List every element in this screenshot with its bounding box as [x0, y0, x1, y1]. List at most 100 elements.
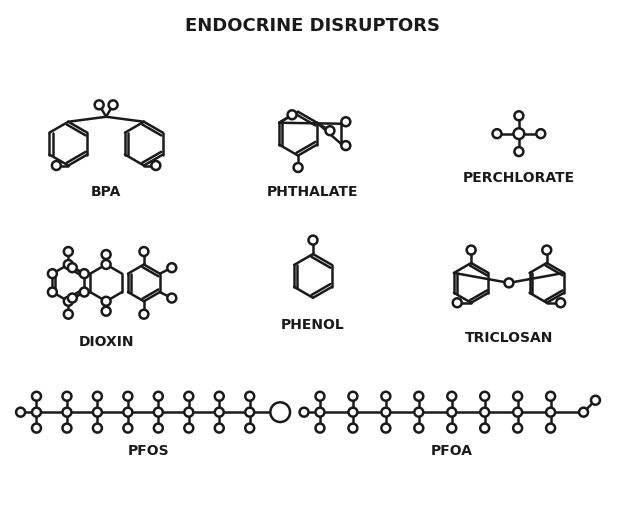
- Circle shape: [513, 128, 524, 139]
- Circle shape: [542, 246, 552, 254]
- Circle shape: [466, 246, 476, 254]
- Circle shape: [546, 424, 555, 433]
- Circle shape: [579, 408, 588, 416]
- Circle shape: [447, 408, 456, 416]
- Circle shape: [505, 278, 513, 287]
- Circle shape: [480, 408, 489, 416]
- Text: PFOA: PFOA: [431, 444, 473, 458]
- Circle shape: [101, 250, 111, 259]
- Circle shape: [154, 392, 163, 401]
- Circle shape: [154, 408, 163, 416]
- Circle shape: [63, 392, 71, 401]
- Circle shape: [64, 297, 73, 306]
- Circle shape: [215, 392, 223, 401]
- Text: TRICLOSAN: TRICLOSAN: [464, 330, 553, 344]
- Circle shape: [447, 424, 456, 433]
- Circle shape: [184, 424, 193, 433]
- Circle shape: [381, 392, 391, 401]
- Text: ENDOCRINE DISRUPTORS: ENDOCRINE DISRUPTORS: [185, 17, 441, 35]
- Circle shape: [93, 408, 102, 416]
- Circle shape: [447, 392, 456, 401]
- Circle shape: [80, 287, 89, 296]
- Text: PFOS: PFOS: [128, 444, 169, 458]
- Circle shape: [309, 236, 317, 244]
- Circle shape: [184, 392, 193, 401]
- Circle shape: [32, 392, 41, 401]
- Circle shape: [184, 408, 193, 416]
- Circle shape: [101, 307, 111, 315]
- Circle shape: [245, 392, 254, 401]
- Circle shape: [95, 100, 104, 109]
- Circle shape: [80, 269, 89, 278]
- Circle shape: [63, 424, 71, 433]
- Circle shape: [414, 392, 423, 401]
- Circle shape: [101, 297, 111, 306]
- Circle shape: [16, 408, 25, 416]
- Circle shape: [48, 287, 57, 296]
- Circle shape: [341, 141, 351, 150]
- Circle shape: [123, 392, 132, 401]
- Circle shape: [68, 263, 77, 272]
- Circle shape: [108, 100, 118, 109]
- Circle shape: [480, 392, 489, 401]
- Text: BPA: BPA: [91, 185, 121, 199]
- Circle shape: [215, 408, 223, 416]
- Circle shape: [64, 310, 73, 319]
- Circle shape: [123, 408, 132, 416]
- Circle shape: [414, 408, 423, 416]
- Circle shape: [381, 424, 391, 433]
- Circle shape: [287, 110, 297, 119]
- Circle shape: [270, 402, 290, 422]
- Circle shape: [513, 392, 522, 401]
- Circle shape: [167, 263, 177, 272]
- Circle shape: [32, 408, 41, 416]
- Circle shape: [140, 247, 148, 256]
- Text: PERCHLORATE: PERCHLORATE: [463, 171, 575, 185]
- Circle shape: [64, 247, 73, 256]
- Circle shape: [48, 269, 57, 278]
- Circle shape: [546, 408, 555, 416]
- Circle shape: [245, 408, 254, 416]
- Circle shape: [513, 408, 522, 416]
- Circle shape: [63, 408, 71, 416]
- Circle shape: [591, 396, 600, 405]
- Circle shape: [556, 298, 565, 307]
- Circle shape: [101, 260, 111, 269]
- Circle shape: [93, 424, 102, 433]
- Circle shape: [245, 424, 254, 433]
- Text: DIOXIN: DIOXIN: [78, 335, 134, 349]
- Circle shape: [536, 129, 545, 138]
- Circle shape: [123, 424, 132, 433]
- Circle shape: [154, 424, 163, 433]
- Circle shape: [326, 126, 334, 135]
- Circle shape: [64, 260, 73, 269]
- Text: PHENOL: PHENOL: [281, 318, 345, 332]
- Circle shape: [513, 424, 522, 433]
- Circle shape: [453, 298, 462, 307]
- Circle shape: [349, 392, 357, 401]
- Circle shape: [32, 424, 41, 433]
- Circle shape: [215, 424, 223, 433]
- Circle shape: [515, 111, 523, 120]
- Circle shape: [349, 408, 357, 416]
- Circle shape: [316, 392, 324, 401]
- Circle shape: [515, 147, 523, 156]
- Circle shape: [480, 424, 489, 433]
- Circle shape: [52, 161, 61, 170]
- Circle shape: [493, 129, 501, 138]
- Circle shape: [349, 424, 357, 433]
- Circle shape: [93, 392, 102, 401]
- Circle shape: [414, 424, 423, 433]
- Circle shape: [316, 424, 324, 433]
- Circle shape: [140, 310, 148, 319]
- Circle shape: [294, 163, 302, 172]
- Circle shape: [300, 408, 309, 416]
- Circle shape: [341, 117, 351, 126]
- Text: PHTHALATE: PHTHALATE: [267, 185, 359, 199]
- Circle shape: [316, 408, 324, 416]
- Circle shape: [381, 408, 391, 416]
- Circle shape: [68, 294, 77, 303]
- Circle shape: [546, 392, 555, 401]
- Circle shape: [151, 161, 160, 170]
- Circle shape: [167, 294, 177, 303]
